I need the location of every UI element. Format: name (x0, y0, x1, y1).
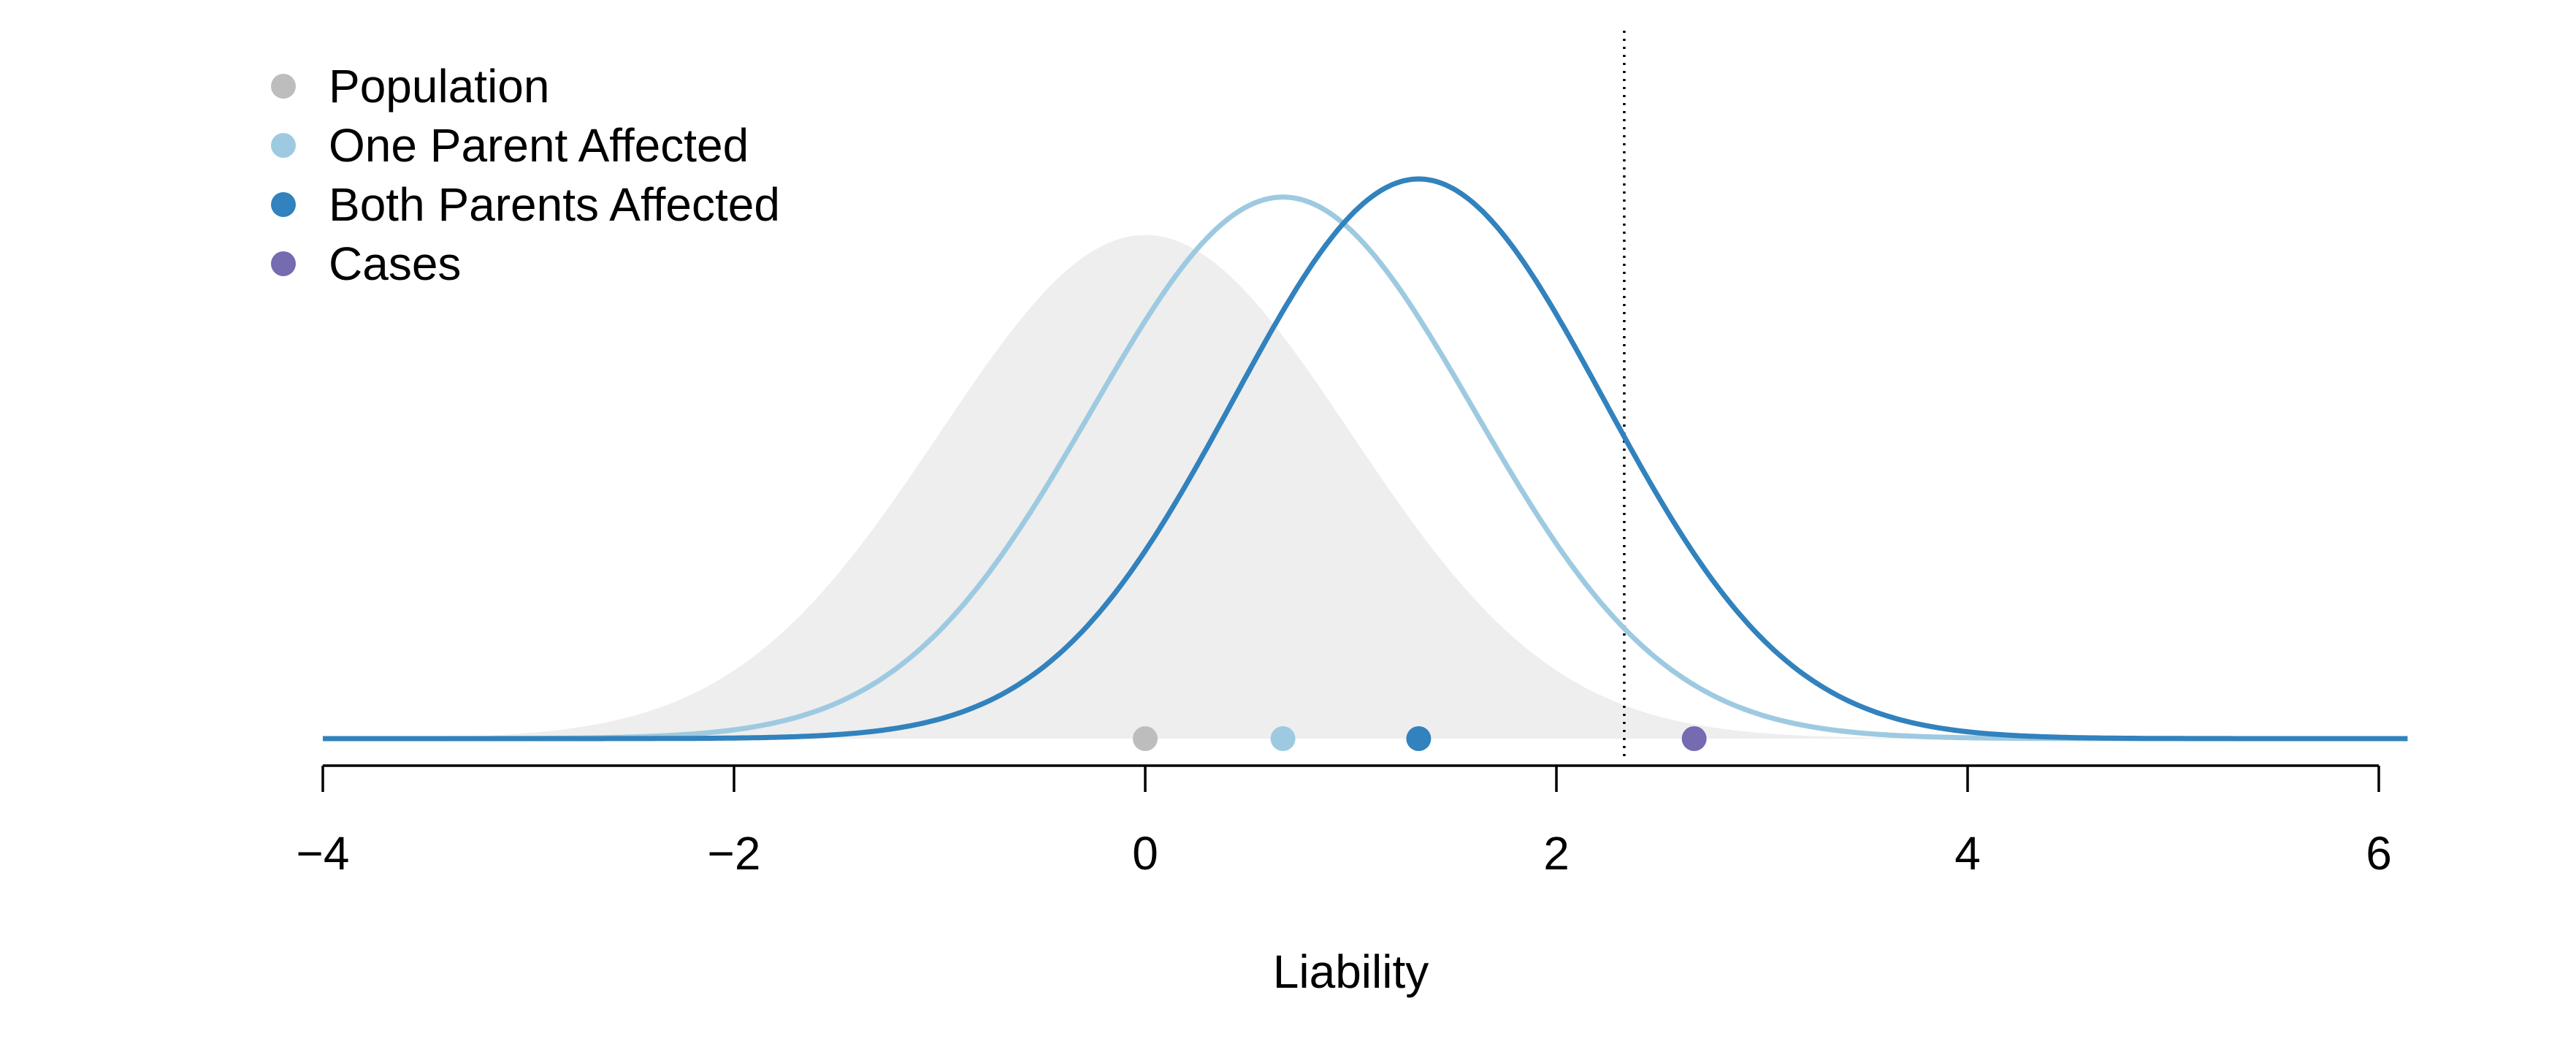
legend-label-both-parents-affected: Both Parents Affected (329, 178, 780, 231)
legend-label-cases: Cases (329, 237, 461, 290)
population-mean-marker (1133, 726, 1158, 751)
legend-marker-population (271, 74, 296, 99)
both-parents-affected-mean-marker (1406, 726, 1432, 751)
cases-mean-marker (1681, 726, 1707, 751)
legend-marker-cases (271, 251, 296, 276)
plot-area (323, 31, 2408, 757)
x-axis: −4 −2 0 2 4 6 (297, 764, 2392, 880)
x-ticks: −4 −2 0 2 4 6 (297, 766, 2392, 880)
x-tick-label: −2 (708, 827, 761, 880)
x-tick-label: 6 (2366, 827, 2392, 880)
legend-label-one-parent-affected: One Parent Affected (329, 119, 749, 172)
x-tick-label: −4 (297, 827, 350, 880)
x-tick-label: 4 (1954, 827, 1981, 880)
legend-marker-one-parent-affected (271, 133, 296, 158)
one-parent-affected-mean-marker (1270, 726, 1296, 751)
population-density-area (323, 235, 2408, 739)
x-tick-label: 2 (1543, 827, 1570, 880)
legend-label-population: Population (329, 60, 549, 113)
x-tick-label: 0 (1132, 827, 1158, 880)
legend-marker-both-parents-affected (271, 192, 296, 217)
x-axis-label: Liability (1273, 945, 1429, 998)
legend: Population One Parent Affected Both Parent… (271, 60, 780, 290)
both-parents-affected-curve (323, 176, 2408, 742)
